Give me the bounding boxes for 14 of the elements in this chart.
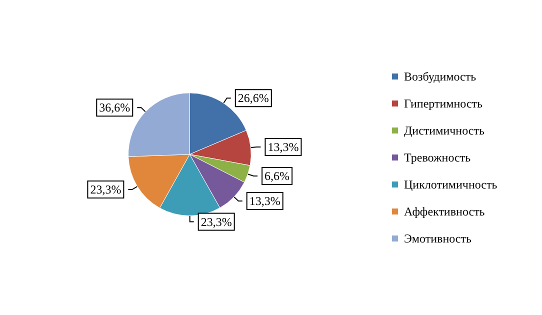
data-label: 36,6% [99, 100, 130, 115]
legend-label: Циклотимичность [404, 178, 498, 192]
data-label: 6,6% [264, 169, 290, 184]
legend-label: Эмотивность [404, 232, 472, 246]
data-label: 23,3% [200, 214, 232, 229]
legend-label: Аффективность [404, 204, 486, 218]
legend-label: Тревожность [404, 150, 472, 164]
legend-label: Возбудимость [404, 70, 477, 84]
legend-label: Дистимичность [404, 124, 485, 138]
data-label: 26,6% [238, 91, 269, 106]
legend-label: Гипертимность [404, 96, 484, 110]
data-label: 13,3% [268, 140, 299, 154]
data-label: 13,3% [249, 194, 280, 208]
data-label: 23,3% [90, 182, 122, 197]
